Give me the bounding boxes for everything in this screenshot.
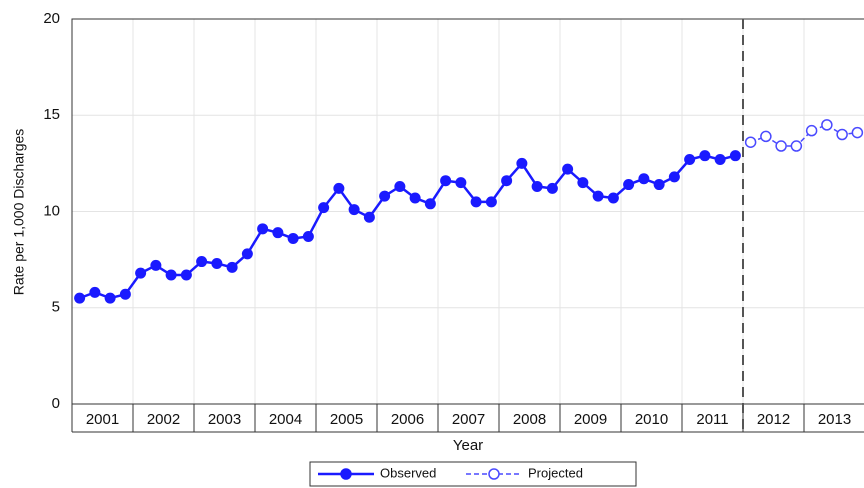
point-observed xyxy=(470,196,482,208)
point-observed xyxy=(409,192,421,204)
x-tick-label: 2009 xyxy=(574,411,607,428)
y-tick-label: 5 xyxy=(52,299,60,316)
y-tick-label: 20 xyxy=(43,10,60,27)
point-projected xyxy=(805,124,818,137)
point-observed xyxy=(394,180,406,192)
point-observed xyxy=(165,269,177,281)
x-tick-label: 2013 xyxy=(818,411,851,428)
legend-marker xyxy=(340,468,352,480)
point-observed xyxy=(729,150,741,162)
point-observed xyxy=(623,179,635,191)
point-observed xyxy=(287,232,299,244)
point-projected xyxy=(790,140,803,152)
point-observed xyxy=(577,177,589,189)
point-observed xyxy=(684,154,696,166)
point-projected xyxy=(836,128,848,141)
point-projected xyxy=(821,119,833,131)
point-projected xyxy=(851,126,864,139)
point-observed xyxy=(531,180,543,192)
x-tick-label: 2001 xyxy=(86,411,119,428)
point-observed xyxy=(150,259,162,271)
point-observed xyxy=(714,154,726,166)
point-observed xyxy=(180,269,192,281)
x-tick-label: 2012 xyxy=(757,411,790,428)
x-tick-label: 2004 xyxy=(269,411,302,428)
y-tick-label: 0 xyxy=(52,395,60,412)
point-observed xyxy=(333,182,345,194)
point-observed xyxy=(546,182,558,194)
point-observed xyxy=(562,163,574,175)
point-observed xyxy=(653,179,665,191)
y-tick-label: 15 xyxy=(43,106,60,123)
point-observed xyxy=(592,190,604,202)
x-tick-label: 2007 xyxy=(452,411,485,428)
x-tick-label: 2006 xyxy=(391,411,424,428)
point-observed xyxy=(440,175,452,187)
point-projected xyxy=(760,130,772,143)
point-observed xyxy=(501,175,513,187)
y-tick-label: 10 xyxy=(43,202,60,219)
x-tick-label: 2003 xyxy=(208,411,241,428)
point-observed xyxy=(135,267,147,279)
x-tick-label: 2010 xyxy=(635,411,668,428)
x-tick-label: 2002 xyxy=(147,411,180,428)
point-observed xyxy=(379,190,391,202)
x-tick-label: 2005 xyxy=(330,411,363,428)
point-observed xyxy=(211,257,223,269)
point-observed xyxy=(272,227,284,239)
legend-marker xyxy=(488,468,500,480)
point-observed xyxy=(318,202,330,214)
point-observed xyxy=(74,292,86,304)
point-observed xyxy=(196,256,208,268)
x-axis-title: Year xyxy=(453,437,483,454)
legend-label: Projected xyxy=(528,465,583,480)
point-observed xyxy=(424,198,436,210)
point-observed xyxy=(257,223,269,235)
point-observed xyxy=(104,292,116,304)
x-tick-label: 2008 xyxy=(513,411,546,428)
point-observed xyxy=(89,286,101,298)
point-observed xyxy=(485,196,497,208)
point-observed xyxy=(226,261,238,273)
legend-label: Observed xyxy=(380,465,436,480)
point-observed xyxy=(668,171,680,183)
point-observed xyxy=(699,150,711,162)
point-observed xyxy=(516,157,528,169)
point-observed xyxy=(638,173,650,185)
point-observed xyxy=(302,231,314,243)
point-observed xyxy=(363,211,375,223)
point-observed xyxy=(607,192,619,204)
y-axis-title: Rate per 1,000 Discharges xyxy=(11,129,27,296)
point-projected xyxy=(744,136,757,148)
point-observed xyxy=(348,204,360,216)
point-observed xyxy=(241,248,253,260)
point-observed xyxy=(119,288,131,300)
series-line xyxy=(79,154,736,300)
plot-frame xyxy=(71,18,864,405)
point-projected xyxy=(775,140,787,152)
point-observed xyxy=(455,177,467,189)
x-tick-label: 2011 xyxy=(696,411,728,428)
